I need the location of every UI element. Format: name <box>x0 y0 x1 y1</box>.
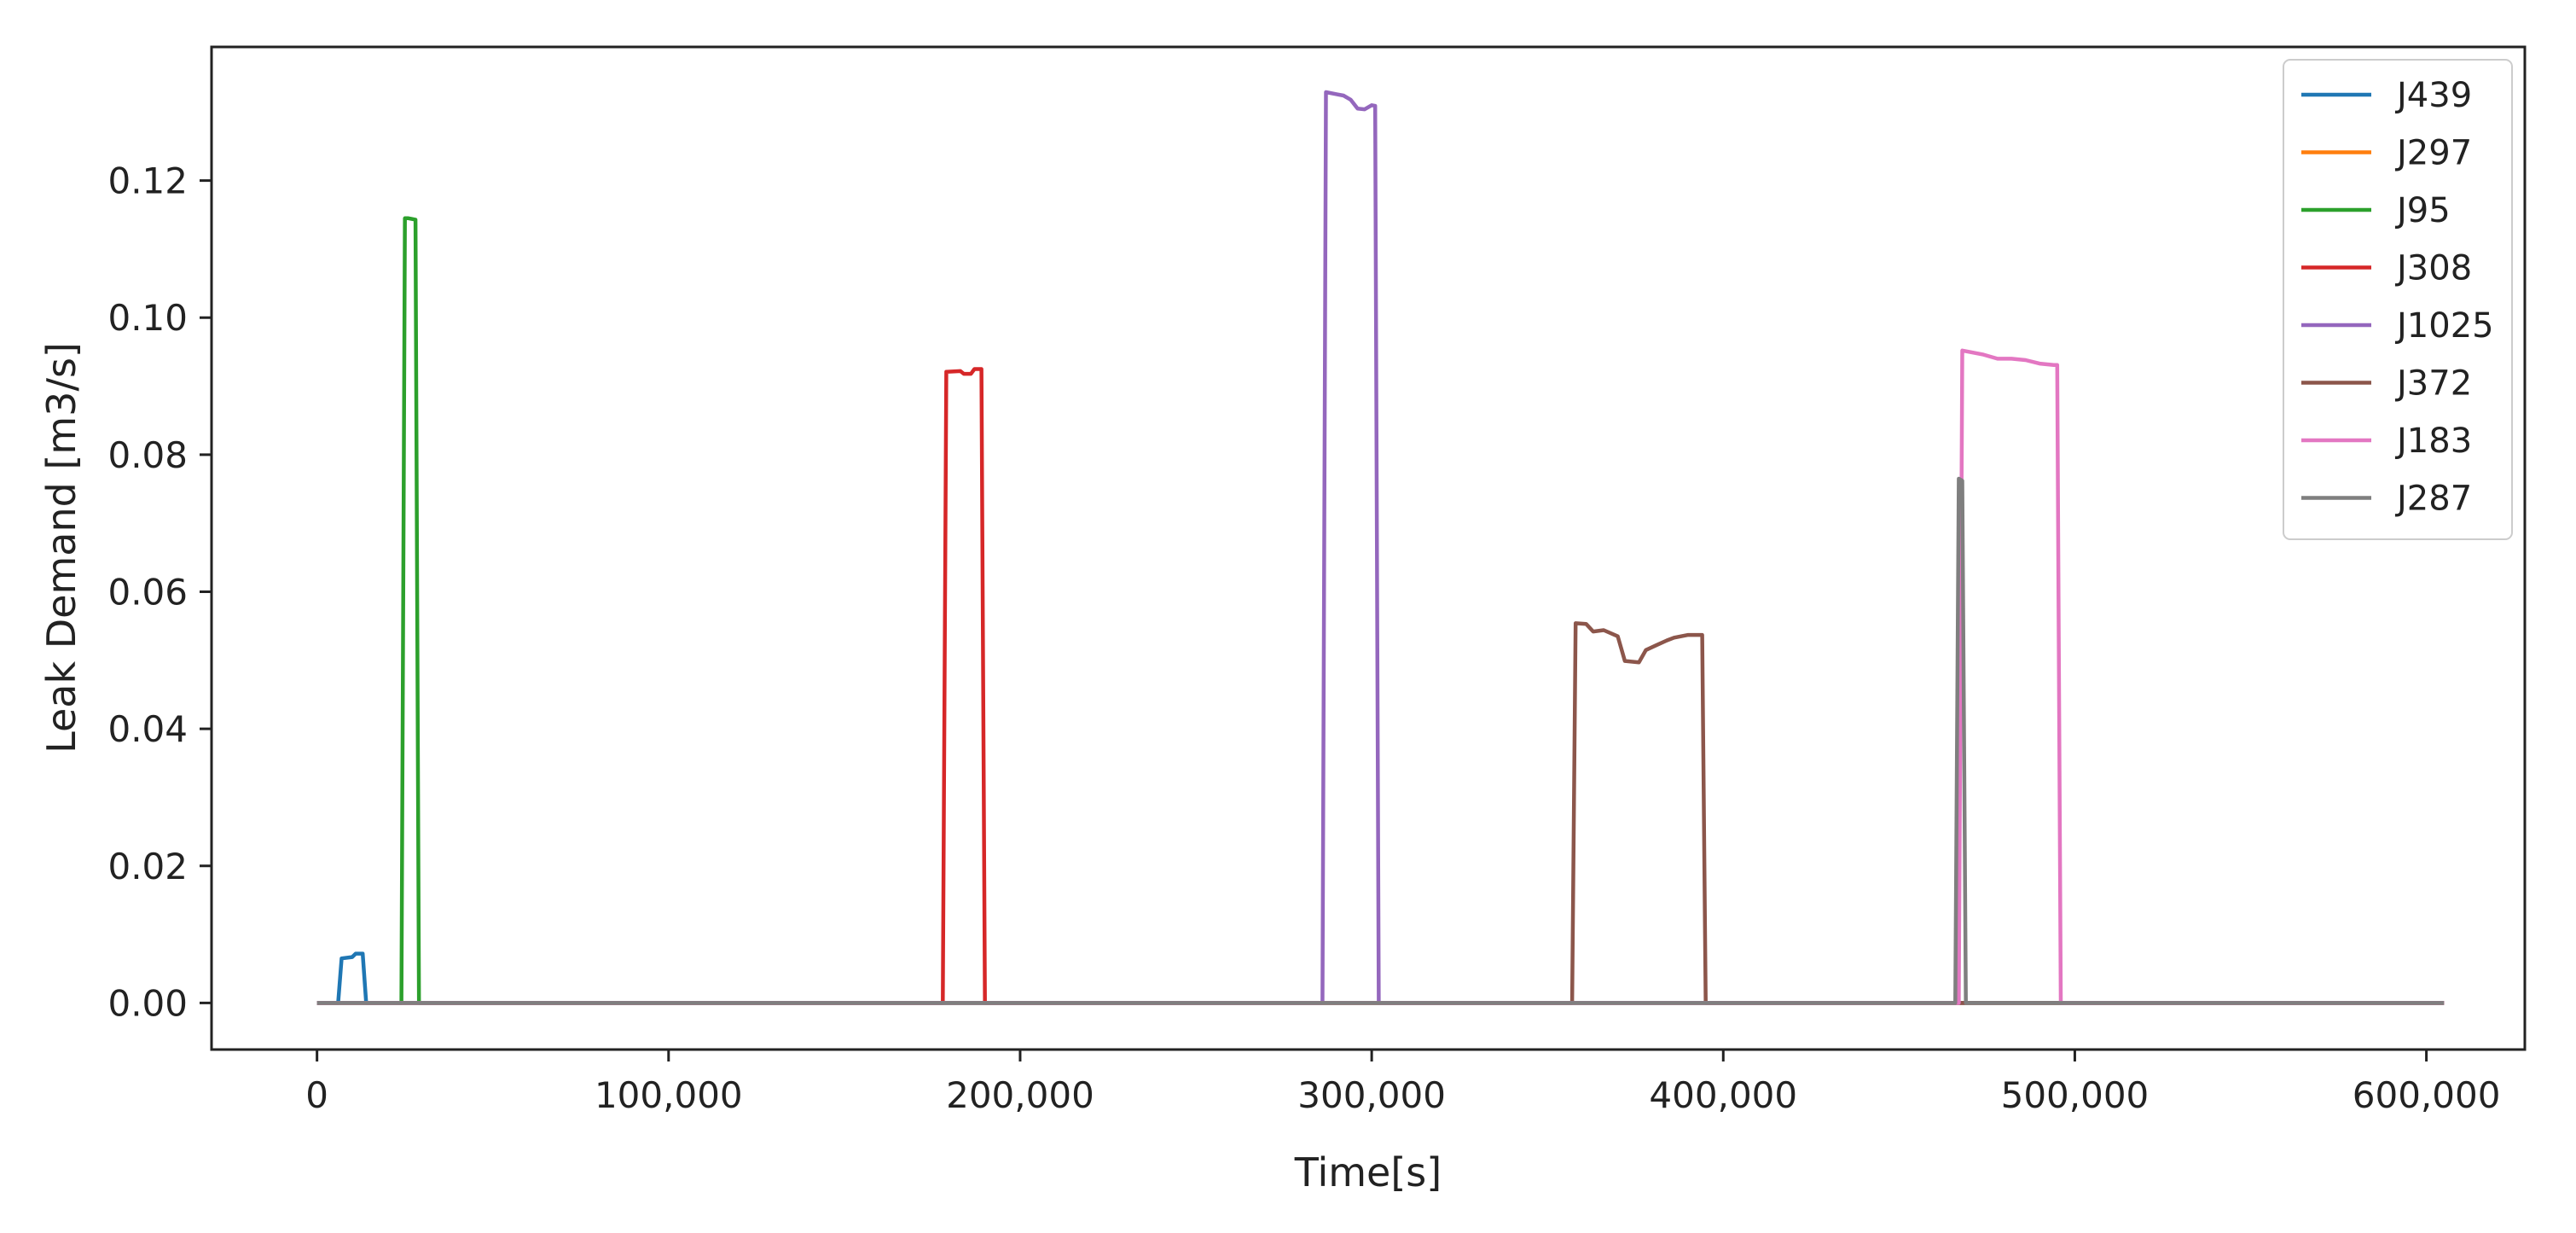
x-tick-label: 500,000 <box>2001 1074 2150 1116</box>
series-line-j287 <box>316 476 2445 1005</box>
y-tick-label: 0.10 <box>107 297 188 339</box>
y-tick-label: 0.06 <box>107 571 188 613</box>
y-tick-label: 0.02 <box>107 846 188 887</box>
series-line-j308 <box>316 367 2445 1005</box>
series-line-j439 <box>316 951 2445 1005</box>
x-tick-label: 100,000 <box>595 1074 743 1116</box>
x-axis-label: Time[s] <box>1294 1149 1442 1195</box>
series-lines <box>316 90 2445 1005</box>
x-tick-label: 600,000 <box>2353 1074 2501 1116</box>
legend-label: J308 <box>2394 249 2472 288</box>
legend-label: J183 <box>2394 422 2472 461</box>
x-tick-label: 0 <box>305 1074 328 1116</box>
legend-label: J287 <box>2394 480 2472 519</box>
x-tick-label: 400,000 <box>1649 1074 1797 1116</box>
plot-frame <box>210 45 2527 1051</box>
legend-label: J297 <box>2394 134 2472 173</box>
y-axis-label: Leak Demand [m3/s] <box>38 342 84 753</box>
legend: J439 J297 J95 J308 J1025 J372 J183 J287 <box>2283 59 2513 540</box>
x-axis-ticks: 0 100,000 200,000 300,000 400,000 500,000 600,… <box>305 1050 2500 1116</box>
series-line-j183 <box>316 348 2445 1005</box>
y-tick-label: 0.04 <box>107 708 188 750</box>
x-tick-label: 200,000 <box>946 1074 1094 1116</box>
series-line-j372 <box>316 621 2445 1005</box>
legend-label: J372 <box>2394 364 2472 404</box>
y-tick-label: 0.00 <box>107 982 188 1024</box>
legend-label: J95 <box>2394 191 2451 230</box>
y-axis-ticks: 0.00 0.02 0.04 0.06 0.08 0.10 0.12 <box>107 160 212 1024</box>
x-tick-label: 300,000 <box>1297 1074 1446 1116</box>
legend-frame <box>2283 59 2513 540</box>
y-tick-label: 0.12 <box>107 160 188 202</box>
series-line-j1025 <box>316 90 2445 1005</box>
legend-label: J1025 <box>2394 306 2494 346</box>
legend-label: J439 <box>2394 76 2472 115</box>
y-tick-label: 0.08 <box>107 434 188 476</box>
